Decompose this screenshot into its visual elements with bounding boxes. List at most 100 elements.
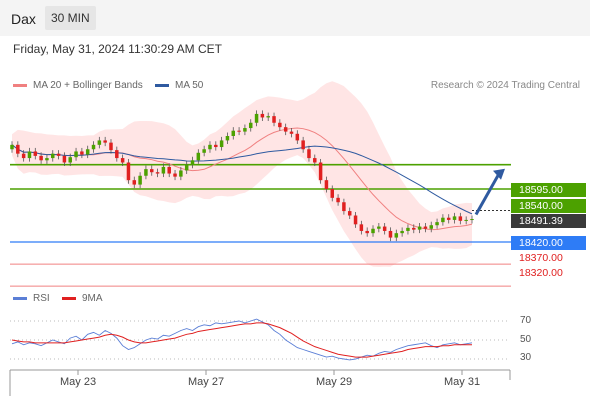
candle-body [254,113,259,123]
candle-body [231,130,236,136]
candle-body [16,144,20,154]
candle-body [377,226,381,229]
candle-body [266,116,270,118]
candle-body [353,215,358,225]
timeframe-selector[interactable]: 30 MIN [45,6,96,30]
candle-body [219,140,224,148]
candle-body [202,149,206,153]
candle-body [184,164,189,171]
candle-body [155,172,160,174]
candle-body [39,155,43,161]
level-tag-pivot: 18420.00 [511,236,586,250]
forecast-arrow-head [493,168,505,180]
ma50-line [11,144,473,215]
candle-body [400,230,404,234]
legend-rsi-label: RSI [33,293,50,304]
candle-body [190,160,195,165]
rsi-tick-50: 50 [520,334,532,345]
candle-body [115,150,119,159]
candle-body [179,170,183,177]
level-tag-r2: 18595.00 [511,183,586,197]
candle-body [318,162,323,181]
datetime-label: Friday, May 31, 2024 11:30:29 AM CET [13,42,222,56]
candle-body [62,155,67,163]
candle-body [371,228,375,234]
level-tag-r1: 18540.00 [511,199,586,213]
candle-body [150,169,154,173]
candle-body [336,197,340,203]
candle-body [27,151,32,159]
candle-body [126,162,131,181]
candle-body [103,140,107,143]
rsi-tick-30: 30 [520,352,532,363]
candle-body [342,202,346,212]
candle-body [120,158,125,163]
candle-body [283,127,288,132]
candle-body [441,217,445,223]
candle-body [173,173,177,177]
candle-body [167,166,171,174]
candle-body [429,225,433,229]
candle-body [446,217,451,220]
candle-body [56,153,61,156]
rsi-line [11,318,473,361]
candle-body [365,230,369,234]
legend-ma50: MA 50 [155,80,203,91]
candle-body [301,140,305,150]
candle-body [208,144,212,150]
candle-body [138,175,142,185]
candle-body [435,222,439,226]
candle-body [225,136,230,141]
candle-body [307,149,311,159]
candle-body [214,144,218,148]
candle-body [243,128,247,132]
candle-body [412,227,416,230]
candle-body [33,151,38,156]
candle-body [452,216,457,220]
candle-body [85,149,90,155]
x-tick-may27: May 27 [188,376,225,388]
last-price-tag: 18491.39 [511,214,586,228]
legend-ma20-label: MA 20 + Bollinger Bands [33,80,143,91]
header-bar: Dax 30 MIN [0,0,590,36]
candle-body [347,211,352,216]
rsi-swatch [13,297,27,300]
candle-body [68,157,72,163]
legend-rsi: RSI [13,293,50,304]
candle-body [10,144,14,150]
candle-body [313,158,317,163]
ma20-swatch [13,84,27,87]
candle-body [324,180,329,189]
candle-body [132,180,137,185]
candle-body [417,226,422,230]
candle-body [388,230,393,238]
candle-body [51,153,55,159]
candle-body [330,189,334,198]
candle-body [470,219,474,221]
candle-body [161,166,166,174]
candle-body [80,151,84,155]
legend-ma50-label: MA 50 [175,80,204,91]
rsi-ma-swatch [62,297,76,300]
candle-body [272,116,276,123]
legend-rsi-ma: 9MA [62,293,103,304]
x-tick-may23: May 23 [60,376,97,388]
candle-body [289,131,294,134]
candle-body [21,153,26,159]
candle-body [260,113,265,118]
bollinger-band [12,81,472,267]
candle-body [97,140,102,145]
candle-body [359,224,364,231]
legend-ma20: MA 20 + Bollinger Bands [13,80,143,91]
x-tick-may29: May 29 [316,376,353,388]
credit-label: Research © 2024 Trading Central [430,80,580,91]
rsi-tick-70: 70 [520,315,532,326]
ma50-swatch [155,84,169,87]
candle-body [295,133,300,141]
forecast-arrow [474,172,501,216]
candle-body [406,227,410,231]
candle-body [278,122,282,128]
candle-body [464,219,468,221]
level-tag-s1: 18370.00 [519,252,563,264]
